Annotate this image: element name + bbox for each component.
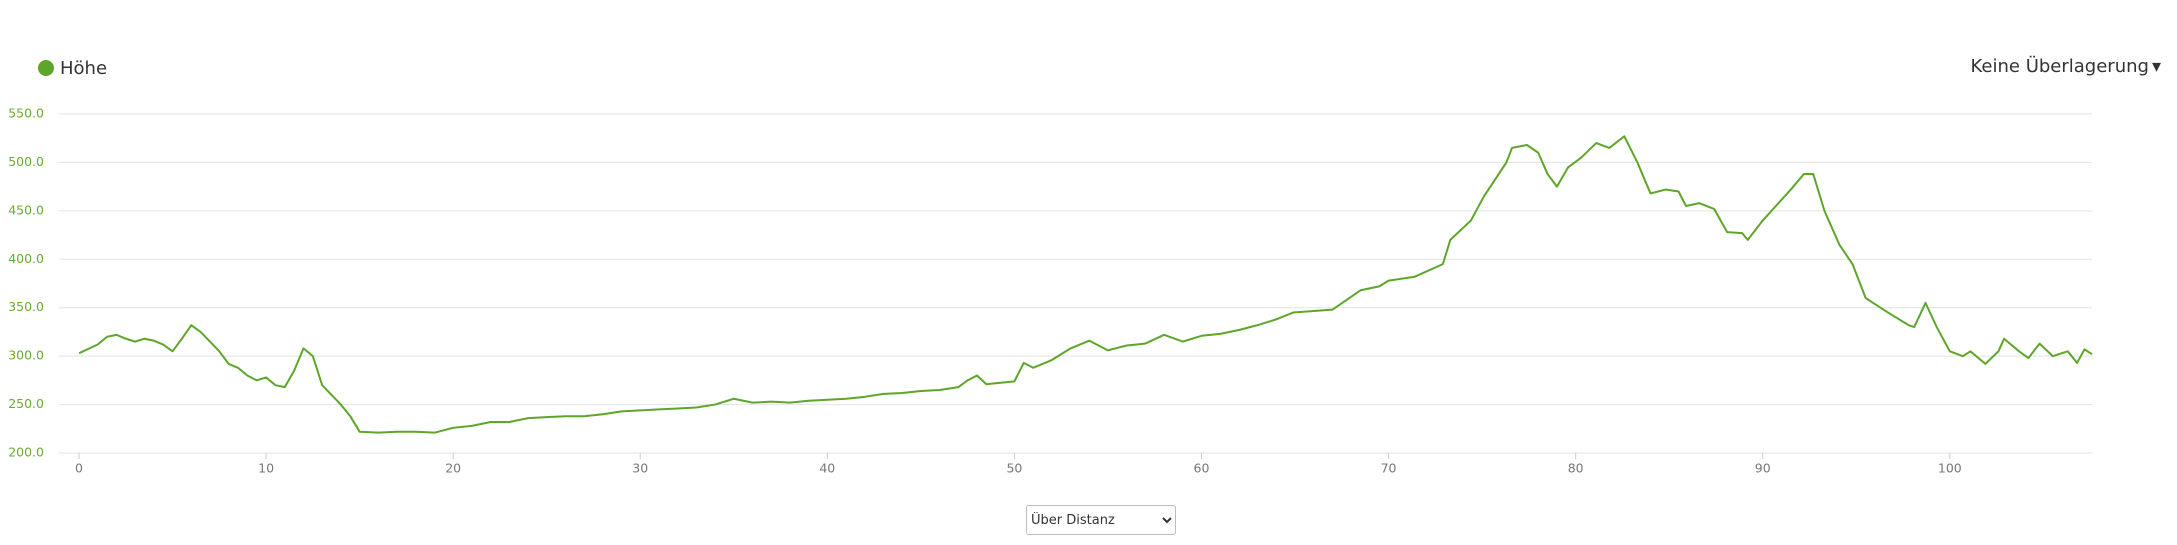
y-tick-label: 550.0 [8,106,44,121]
legend-dot [38,60,54,76]
line [78,135,2093,434]
x-tick-label: 90 [1755,461,1771,476]
y-tick-label: 450.0 [8,202,44,217]
x-tick-label: 100 [1938,461,1962,476]
y-tick-label: 300.0 [8,348,44,363]
legend-label[interactable]: Höhe [60,58,107,79]
x-tick-label: 40 [819,461,835,476]
y-tick-label: 500.0 [8,154,44,169]
x-tick-label: 10 [258,461,274,476]
x-tick-label: 20 [445,461,461,476]
x-tick-label: 70 [1381,461,1397,476]
axis-mode-select[interactable]: Über Distanz [1026,505,1176,535]
overlay-menu[interactable]: Keine Überlagerung [1971,56,2161,77]
y-tick-label: 350.0 [8,299,44,314]
x-tick-label: 80 [1568,461,1584,476]
x-tick-label: 60 [1194,461,1210,476]
y-tick-label: 200.0 [8,445,44,460]
x-tick-label: 30 [632,461,648,476]
x-tick-label: 0 [75,461,83,476]
y-tick-label: 400.0 [8,251,44,266]
x-tick-label: 50 [1006,461,1022,476]
y-tick-label: 250.0 [8,396,44,411]
